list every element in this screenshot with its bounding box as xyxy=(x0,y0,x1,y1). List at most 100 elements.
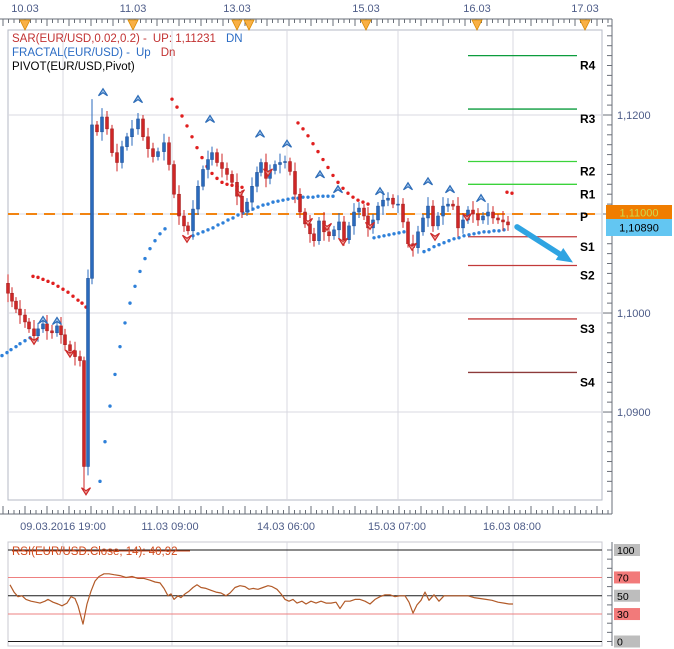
fractal-down-arrow xyxy=(80,487,92,496)
pivot-label-S2: S2 xyxy=(580,268,595,282)
sar-dot-up xyxy=(457,236,461,240)
legend-line-fractal: FRACTAL(EUR/USD) - Up Dn xyxy=(12,47,175,59)
sar-dot-up xyxy=(256,205,260,209)
fractal-down-arrow xyxy=(321,222,333,232)
fractal-down-arrow xyxy=(406,242,418,252)
sar-dot-up xyxy=(432,244,436,249)
sar-dot-up xyxy=(23,339,27,343)
candle-up xyxy=(250,186,254,203)
candle-up xyxy=(136,118,140,130)
sar-dot-down xyxy=(311,142,315,146)
candle-up xyxy=(120,146,124,163)
fractal-up-arrow xyxy=(374,186,386,196)
rsi-level-badge-50 xyxy=(614,589,640,602)
sar-dot-up xyxy=(206,228,210,232)
sar-dot-up xyxy=(133,284,137,288)
candle-down xyxy=(235,182,239,197)
sar-dot-down xyxy=(331,173,335,178)
sar-dot-down xyxy=(316,149,320,154)
candle-down xyxy=(401,203,405,223)
sar-dot-down xyxy=(200,155,204,160)
pivot-label-R3: R3 xyxy=(580,112,596,126)
fractal-up-arrow xyxy=(281,139,293,148)
candle-down xyxy=(172,164,176,195)
candle-up xyxy=(436,215,440,227)
candle-up xyxy=(386,197,390,201)
sar-dot-down xyxy=(346,191,350,195)
sar-dot-up xyxy=(163,227,167,231)
sar-dot-down xyxy=(356,198,360,202)
sar-dot-up xyxy=(103,440,107,444)
annotation-arrow xyxy=(514,224,573,263)
candle-up xyxy=(162,142,166,152)
fractal-markers xyxy=(28,87,487,496)
pivot-price-badge-bg xyxy=(606,205,672,219)
candle-down xyxy=(182,215,186,227)
sar-dot-up xyxy=(316,194,320,198)
sar-dot-down xyxy=(366,202,370,206)
candle-up xyxy=(255,172,259,187)
candle-down xyxy=(303,211,307,225)
sar-dot-down xyxy=(61,287,65,291)
fractal-down-arrow xyxy=(364,221,376,231)
candle-up xyxy=(196,186,200,210)
sar-dot-up xyxy=(226,218,230,222)
candle-down xyxy=(18,308,22,316)
candle-up xyxy=(259,162,263,173)
rsi-level-badge-text: 0 xyxy=(617,637,623,649)
sar-dot-up xyxy=(331,194,335,198)
legend-sar-up-value: UP: 1,11231 xyxy=(153,33,216,45)
last-price-badge-text: 1,10890 xyxy=(619,223,659,235)
candle-up xyxy=(376,205,380,221)
candle-down xyxy=(73,350,77,357)
candle-up xyxy=(41,323,45,330)
candle-up xyxy=(381,199,385,207)
price-axis-label: 1,1200 xyxy=(617,110,651,122)
candle-down xyxy=(215,152,219,163)
fractal-up-arrow xyxy=(402,181,414,191)
candle-down xyxy=(342,221,346,241)
candle-down xyxy=(68,344,72,351)
sar-dot-up xyxy=(482,230,486,234)
pivot-label-R4: R4 xyxy=(580,59,596,73)
top-axis-date: 17.03 xyxy=(571,3,599,15)
day-start-marker xyxy=(127,19,139,31)
candle-down xyxy=(59,325,63,336)
candle-up xyxy=(283,161,287,163)
rsi-level-badge-100 xyxy=(614,544,640,556)
sar-dot-down xyxy=(190,135,194,139)
sar-dot-up xyxy=(281,198,285,202)
sar-dot-up xyxy=(5,350,9,355)
price-axis-label: 1,0900 xyxy=(617,407,651,419)
sar-dot-up xyxy=(153,239,157,243)
candle-down xyxy=(496,217,500,221)
rsi-plot-area[interactable] xyxy=(7,541,603,647)
candle-up xyxy=(100,116,104,133)
sar-dot-up xyxy=(301,195,305,199)
candle-down xyxy=(225,168,229,175)
candle-down xyxy=(6,283,10,294)
rsi-level-badge-text: 50 xyxy=(617,591,629,603)
sar-dot-down xyxy=(175,105,179,109)
sar-dot-up xyxy=(216,223,220,227)
candle-up xyxy=(191,208,195,232)
sar-dot-up xyxy=(397,231,401,235)
sar-dot-down xyxy=(301,127,305,131)
sar-dot-down xyxy=(240,185,244,189)
rsi-level-badge-30 xyxy=(614,608,640,621)
fractal-up-arrow xyxy=(97,87,109,97)
sar-dot-up xyxy=(138,269,142,274)
sar-dot-down xyxy=(220,180,224,185)
sar-dot-up xyxy=(286,197,290,201)
rsi-level-badge-text: 100 xyxy=(617,545,635,557)
sar-dot-up xyxy=(276,199,280,203)
fractal-down-arrow xyxy=(429,232,441,242)
candle-up xyxy=(446,203,450,207)
sar-dot-up xyxy=(231,216,235,220)
candle-up xyxy=(481,215,485,221)
bottom-axis-date: 11.03 09:00 xyxy=(141,521,198,533)
top-axis-date: 11.03 xyxy=(120,3,147,15)
candle-up xyxy=(347,225,351,241)
candle-up xyxy=(156,151,160,157)
